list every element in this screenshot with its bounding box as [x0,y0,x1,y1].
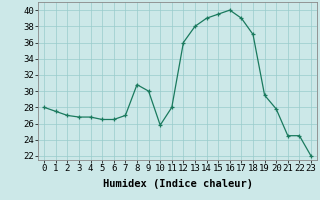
X-axis label: Humidex (Indice chaleur): Humidex (Indice chaleur) [103,179,252,189]
